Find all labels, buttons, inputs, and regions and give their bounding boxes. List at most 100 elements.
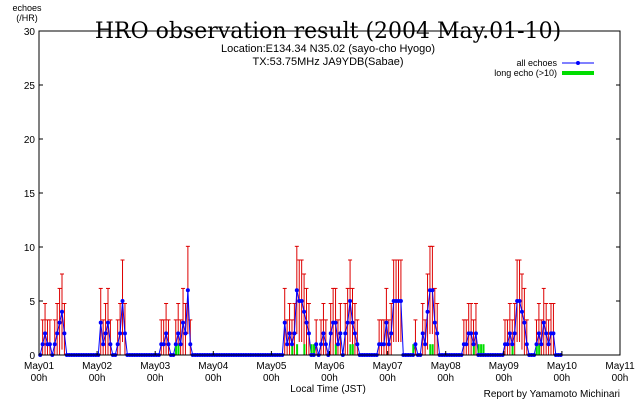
data-point-all-echoes <box>381 342 386 347</box>
data-point-all-echoes <box>534 342 539 347</box>
data-point-all-echoes <box>350 320 355 325</box>
chart-title: HRO observation result (2004 May.01-10) <box>95 19 561 44</box>
data-point-all-echoes <box>423 342 428 347</box>
data-point-all-echoes <box>57 320 62 325</box>
data-point-all-echoes <box>430 288 435 293</box>
data-point-all-echoes <box>62 331 67 336</box>
x-tick-label-time: 00h <box>495 373 512 384</box>
x-tick-label-time: 00h <box>321 373 338 384</box>
x-tick-label-time: 00h <box>379 373 396 384</box>
long-echo-bar <box>429 344 432 355</box>
data-point-all-echoes <box>299 299 304 303</box>
data-point-all-echoes <box>333 320 338 325</box>
long-echo-bar <box>303 344 306 355</box>
data-point-all-echoes <box>338 331 343 336</box>
x-tick-label-time: 00h <box>263 373 280 384</box>
chart-subtitle-location: Location:E134.34 N35.02 (sayo-cho Hyogo) <box>221 43 435 55</box>
data-point-all-echoes <box>166 342 171 347</box>
data-point-all-echoes <box>115 342 120 347</box>
data-point-all-echoes <box>161 342 166 347</box>
x-tick-label-day: May07 <box>373 361 403 372</box>
data-point-all-echoes <box>319 342 324 347</box>
legend-label-all-echoes: all echoes <box>516 58 557 68</box>
data-point-all-echoes <box>413 342 418 347</box>
credit-text: Report by Yamamoto Michinari <box>484 389 620 400</box>
data-point-all-echoes <box>425 309 430 314</box>
data-point-all-echoes <box>282 320 287 325</box>
data-point-all-echoes <box>435 331 440 336</box>
data-point-all-echoes <box>118 331 123 336</box>
long-echo-bar <box>177 344 180 355</box>
legend-label-long-echo: long echo (>10) <box>494 68 557 78</box>
data-point-all-echoes <box>536 331 541 336</box>
y-tick-label: 30 <box>24 27 36 38</box>
long-echo-bar <box>480 344 483 355</box>
data-point-all-echoes <box>285 342 290 347</box>
long-echo-group <box>175 344 541 355</box>
x-tick-label-time: 00h <box>205 373 222 384</box>
y-tick-label: 5 <box>29 297 35 308</box>
long-echo-bar <box>351 344 354 355</box>
data-point-all-echoes <box>510 342 515 347</box>
x-tick-label-time: 00h <box>437 373 454 384</box>
data-points-group <box>38 288 563 357</box>
data-point-all-echoes <box>512 331 517 336</box>
data-point-all-echoes <box>505 342 510 347</box>
data-point-all-echoes <box>185 288 190 293</box>
data-point-all-echoes <box>348 299 353 303</box>
data-point-all-echoes <box>55 331 60 336</box>
data-point-all-echoes <box>389 331 394 336</box>
plot-frame <box>38 30 621 356</box>
data-point-all-echoes <box>546 342 551 347</box>
data-point-all-echoes <box>302 309 307 314</box>
data-point-all-echoes <box>294 288 299 293</box>
x-tick-label-time: 00h <box>147 373 164 384</box>
data-point-all-echoes <box>289 342 294 347</box>
data-point-all-echoes <box>544 331 549 336</box>
data-point-all-echoes <box>306 331 311 336</box>
long-echo-bar <box>310 344 313 355</box>
x-axis-label: Local Time (JST) <box>290 384 366 395</box>
data-point-all-echoes <box>304 320 309 325</box>
x-tick-label-day: May02 <box>82 361 112 372</box>
y-tick-label: 25 <box>24 81 36 92</box>
long-echo-bar <box>349 344 352 355</box>
legend-swatch-long-echo <box>562 71 594 75</box>
data-point-all-echoes <box>323 342 328 347</box>
data-point-all-echoes <box>386 342 391 347</box>
y-tick-label: 10 <box>24 243 36 254</box>
long-echo-bar <box>412 344 415 355</box>
x-tick-label-time: 00h <box>89 373 106 384</box>
data-point-all-echoes <box>98 320 103 325</box>
y-tick-label: 15 <box>24 189 36 200</box>
data-point-all-echoes <box>524 342 529 347</box>
x-tick-label-day: May06 <box>314 361 344 372</box>
x-tick-label-time: 00h <box>31 373 48 384</box>
data-point-all-echoes <box>519 309 524 314</box>
long-echo-bar <box>291 344 294 355</box>
data-point-all-echoes <box>314 342 319 347</box>
data-point-all-echoes <box>335 342 340 347</box>
long-echo-bar <box>538 344 541 355</box>
axes-group: 051015202530May0100hMay0200hMay0300hMay0… <box>24 27 635 384</box>
data-point-all-echoes <box>43 331 48 336</box>
data-point-all-echoes <box>183 331 188 336</box>
data-point-all-echoes <box>287 331 292 336</box>
data-point-all-echoes <box>105 320 110 325</box>
data-point-all-echoes <box>355 342 360 347</box>
data-point-all-echoes <box>551 331 556 336</box>
x-tick-label-day: May11 <box>605 361 635 372</box>
long-echo-bar <box>296 344 299 355</box>
long-echo-bar <box>472 344 475 355</box>
data-point-all-echoes <box>176 331 181 336</box>
chart-subtitle-tx: TX:53.75MHz JA9YDB(Sabae) <box>252 56 403 68</box>
data-point-all-echoes <box>507 331 512 336</box>
data-point-all-echoes <box>292 331 297 336</box>
long-echo-bar <box>535 344 538 355</box>
data-point-all-echoes <box>108 342 113 347</box>
data-point-all-echoes <box>464 342 469 347</box>
y-axis-label-echoes: echoes <box>12 3 42 13</box>
data-point-all-echoes <box>101 342 106 347</box>
x-tick-label-day: May03 <box>140 361 170 372</box>
data-point-all-echoes <box>173 342 178 347</box>
